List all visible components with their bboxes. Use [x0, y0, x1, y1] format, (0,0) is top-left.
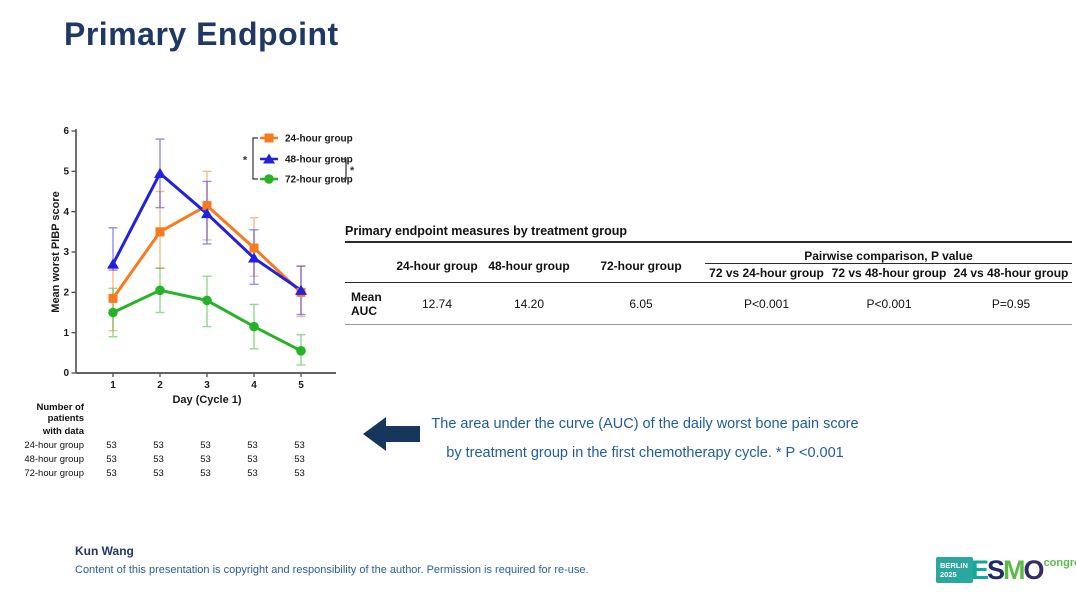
col-header-72h: 72-hour group [577, 242, 705, 283]
auc-24h: 12.74 [421, 296, 453, 311]
pairwise-header: Pairwise comparison, P value [705, 242, 1073, 264]
page-title: Primary Endpoint [64, 16, 339, 52]
table-corner-cell [345, 242, 393, 283]
legend-bracket-left [252, 137, 258, 180]
patients-row-48h: 48-hour group 53 53 53 53 53 [6, 452, 323, 466]
svg-text:72-hour group: 72-hour group [285, 175, 353, 186]
subheader-72v48: 72 vs 48-hour group [828, 263, 950, 283]
col-header-48h: 48-hour group [481, 242, 577, 283]
y-axis-label: Mean worst PIBP score [50, 191, 62, 312]
legend-item-24-hour group: 24-hour group [260, 133, 353, 145]
left-arrow-icon [363, 416, 421, 457]
congress-label: congress [1043, 557, 1076, 569]
asterisk-left: * [243, 155, 248, 167]
svg-text:6: 6 [63, 126, 69, 137]
errorbars-72-hour group [108, 267, 306, 366]
svg-text:4: 4 [63, 207, 69, 218]
legend-bracket-right [341, 158, 347, 180]
asterisk-right: * [350, 165, 355, 177]
endpoint-table-block: Primary endpoint measures by treatment g… [345, 224, 1073, 325]
table-row: Mean AUC 12.74 14.20 6.05 P<0.001 P<0.00… [345, 283, 1073, 325]
patients-row-label: 72-hour group [24, 467, 84, 479]
svg-text:2: 2 [157, 380, 163, 391]
svg-text:0: 0 [63, 368, 69, 379]
svg-text:3: 3 [63, 247, 69, 258]
logo-venue-city: BERLIN [940, 561, 968, 570]
patients-row-24h: 24-hour group 53 53 53 53 53 [6, 438, 323, 452]
svg-text:4: 4 [251, 380, 257, 391]
chart-canvas: 0 1 2 3 4 5 6 1 2 3 4 5 Mean worst PIBP score Day (Cy… [50, 126, 355, 406]
pibp-line-chart: 0 1 2 3 4 5 6 1 2 3 4 5 Mean worst PIBP score Day (Cy… [50, 116, 360, 408]
author-name: Kun Wang [75, 544, 134, 558]
svg-text:5: 5 [298, 380, 304, 391]
svg-text:2: 2 [63, 288, 69, 299]
patients-with-data-table: Number of patients with data 24-hour gro… [6, 402, 323, 480]
auc-48h: 14.20 [513, 296, 545, 311]
legend-item-48-hour group: 48-hour group [260, 153, 353, 166]
figure-caption: The area under the curve (AUC) of the da… [415, 410, 875, 468]
svg-text:1: 1 [110, 380, 116, 391]
subheader-72v24: 72 vs 24-hour group [705, 263, 828, 283]
esmo-wordmark: ESMO [971, 555, 1045, 585]
svg-text:1: 1 [63, 328, 69, 339]
patients-title-line2: with data [42, 425, 84, 437]
caption-line-2: by treatment group in the first chemothe… [446, 445, 844, 461]
patients-title-line1: Number of patients [36, 402, 85, 424]
caption-line-1: The area under the curve (AUC) of the da… [431, 416, 859, 432]
p-72v48: P<0.001 [866, 296, 912, 311]
logo-venue-year: 2025 [940, 570, 957, 579]
row-label-mean-auc: Mean AUC [351, 289, 382, 318]
markers-72-hour group [108, 285, 306, 356]
svg-text:48-hour group: 48-hour group [285, 155, 353, 166]
x-axis-label: Day (Cycle 1) [172, 394, 241, 406]
patients-row-label: 24-hour group [24, 439, 84, 451]
copyright-notice: Content of this presentation is copyrigh… [75, 564, 589, 576]
subheader-24v48: 24 vs 48-hour group [950, 263, 1073, 283]
esmo-congress-logo: BERLIN 2025 ESMO congress [936, 555, 1076, 585]
p-72v24: P<0.001 [743, 296, 790, 311]
p-24v48: P=0.95 [991, 296, 1031, 311]
legend-item-72-hour group: 72-hour group [260, 174, 353, 186]
col-header-24h: 24-hour group [393, 242, 481, 283]
svg-text:24-hour group: 24-hour group [285, 134, 353, 145]
svg-text:5: 5 [63, 167, 69, 178]
patients-row-72h: 72-hour group 53 53 53 53 53 [6, 466, 323, 480]
patients-row-label: 48-hour group [24, 453, 84, 465]
endpoint-table: 24-hour group 48-hour group 72-hour grou… [345, 241, 1073, 325]
esmo-venue-badge: BERLIN 2025 [936, 557, 973, 583]
table-title: Primary endpoint measures by treatment g… [345, 224, 628, 238]
auc-72h: 6.05 [629, 296, 653, 311]
markers-48-hour group [107, 167, 307, 295]
svg-text:3: 3 [204, 380, 210, 391]
